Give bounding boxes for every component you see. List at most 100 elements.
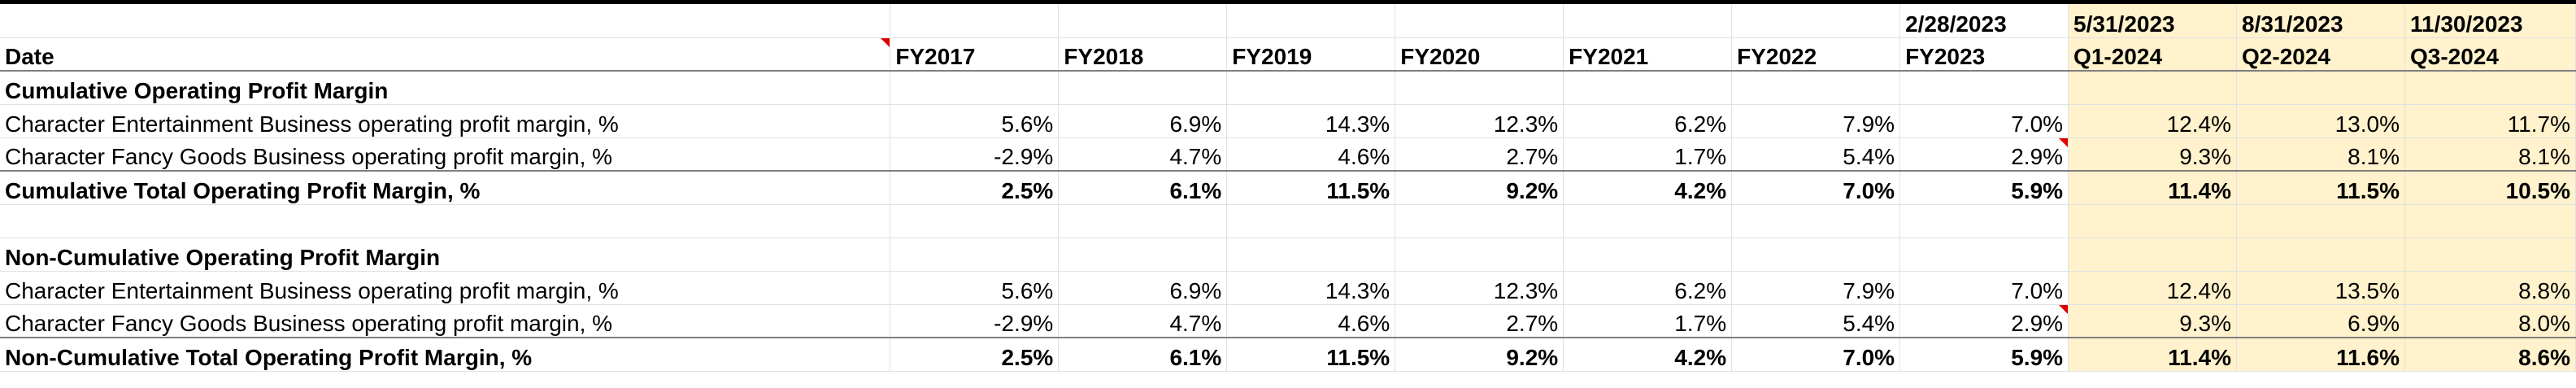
cell[interactable] <box>1563 71 1733 105</box>
header-cell[interactable]: Q1-2024 <box>2068 37 2238 72</box>
cell[interactable] <box>1731 238 1901 272</box>
cell[interactable] <box>1395 238 1564 272</box>
value-cell[interactable]: 14.3% <box>1226 271 1396 305</box>
cell[interactable] <box>2068 204 2238 238</box>
value-cell[interactable]: 6.9% <box>1058 271 1228 305</box>
value-cell[interactable]: 8.8% <box>2404 271 2576 305</box>
value-cell[interactable]: 11.6% <box>2236 337 2405 372</box>
cell[interactable] <box>1899 204 2069 238</box>
cell[interactable] <box>2236 71 2405 105</box>
cell[interactable] <box>1563 204 1733 238</box>
row-label[interactable]: Cumulative Total Operating Profit Margin… <box>0 170 891 205</box>
value-cell[interactable]: 7.0% <box>1899 104 2069 138</box>
value-cell[interactable]: 2.9% <box>1899 304 2069 338</box>
value-cell[interactable]: 2.5% <box>890 337 1060 372</box>
cell[interactable] <box>1395 204 1564 238</box>
value-cell[interactable]: 2.7% <box>1395 304 1564 338</box>
value-cell[interactable]: 11.5% <box>1226 170 1396 205</box>
cell[interactable] <box>0 4 891 38</box>
cell[interactable] <box>1058 71 1228 105</box>
value-cell[interactable]: 13.5% <box>2236 271 2405 305</box>
value-cell[interactable]: 5.4% <box>1731 304 1901 338</box>
header-cell[interactable]: Q2-2024 <box>2236 37 2405 72</box>
value-cell[interactable]: 1.7% <box>1563 137 1733 172</box>
value-cell[interactable]: 6.9% <box>1058 104 1228 138</box>
value-cell[interactable]: 4.7% <box>1058 304 1228 338</box>
cell[interactable] <box>0 204 891 238</box>
value-cell[interactable]: 10.5% <box>2404 170 2576 205</box>
header-cell[interactable]: FY2023 <box>1899 37 2069 72</box>
value-cell[interactable]: 8.6% <box>2404 337 2576 372</box>
value-cell[interactable]: 2.7% <box>1395 137 1564 172</box>
value-cell[interactable]: 8.0% <box>2404 304 2576 338</box>
value-cell[interactable]: 4.6% <box>1226 304 1396 338</box>
row-label[interactable]: Character Entertainment Business operati… <box>0 271 891 305</box>
value-cell[interactable]: 5.9% <box>1899 337 2069 372</box>
cell[interactable] <box>1731 71 1901 105</box>
value-cell[interactable]: 5.6% <box>890 271 1060 305</box>
header-cell[interactable]: FY2019 <box>1226 37 1396 72</box>
cell[interactable] <box>890 204 1060 238</box>
cell[interactable] <box>1563 238 1733 272</box>
value-cell[interactable]: 7.9% <box>1731 104 1901 138</box>
value-cell[interactable]: 11.7% <box>2404 104 2576 138</box>
value-cell[interactable]: 12.3% <box>1395 104 1564 138</box>
value-cell[interactable]: -2.9% <box>890 137 1060 172</box>
value-cell[interactable]: 7.0% <box>1731 337 1901 372</box>
section-title[interactable]: Cumulative Operating Profit Margin <box>0 71 891 105</box>
value-cell[interactable]: 6.2% <box>1563 271 1733 305</box>
cell[interactable] <box>2404 71 2576 105</box>
value-cell[interactable]: 4.2% <box>1563 170 1733 205</box>
value-cell[interactable]: 7.0% <box>1731 170 1901 205</box>
value-cell[interactable]: 5.9% <box>1899 170 2069 205</box>
cell[interactable] <box>1226 238 1396 272</box>
value-cell[interactable]: 11.4% <box>2068 337 2238 372</box>
header-cell[interactable]: 8/31/2023 <box>2236 4 2405 38</box>
row-label[interactable]: Character Fancy Goods Business operating… <box>0 137 891 172</box>
value-cell[interactable]: 9.2% <box>1395 170 1564 205</box>
header-cell[interactable]: FY2017 <box>890 37 1060 72</box>
value-cell[interactable]: 14.3% <box>1226 104 1396 138</box>
value-cell[interactable]: 12.4% <box>2068 271 2238 305</box>
cell[interactable] <box>1226 204 1396 238</box>
value-cell[interactable]: 4.6% <box>1226 137 1396 172</box>
cell[interactable] <box>1058 204 1228 238</box>
value-cell[interactable]: 5.4% <box>1731 137 1901 172</box>
value-cell[interactable]: 6.2% <box>1563 104 1733 138</box>
cell[interactable] <box>2404 238 2576 272</box>
cell[interactable] <box>2404 204 2576 238</box>
value-cell[interactable]: 5.6% <box>890 104 1060 138</box>
value-cell[interactable]: 12.3% <box>1395 271 1564 305</box>
header-cell[interactable]: 11/30/2023 <box>2404 4 2576 38</box>
value-cell[interactable]: 6.9% <box>2236 304 2405 338</box>
value-cell[interactable]: 4.2% <box>1563 337 1733 372</box>
value-cell[interactable]: 12.4% <box>2068 104 2238 138</box>
header-cell[interactable]: 2/28/2023 <box>1899 4 2069 38</box>
header-cell[interactable]: FY2022 <box>1731 37 1901 72</box>
value-cell[interactable]: 2.9% <box>1899 137 2069 172</box>
row-label[interactable]: Character Fancy Goods Business operating… <box>0 304 891 338</box>
cell[interactable] <box>1395 71 1564 105</box>
value-cell[interactable]: -2.9% <box>890 304 1060 338</box>
cell[interactable] <box>2236 204 2405 238</box>
header-cell[interactable]: FY2020 <box>1395 37 1564 72</box>
value-cell[interactable]: 6.1% <box>1058 337 1228 372</box>
cell[interactable] <box>2068 71 2238 105</box>
cell[interactable] <box>1563 4 1733 38</box>
cell[interactable] <box>1395 4 1564 38</box>
cell[interactable] <box>1899 71 2069 105</box>
value-cell[interactable]: 9.3% <box>2068 304 2238 338</box>
value-cell[interactable]: 9.2% <box>1395 337 1564 372</box>
value-cell[interactable]: 4.7% <box>1058 137 1228 172</box>
value-cell[interactable]: 13.0% <box>2236 104 2405 138</box>
cell[interactable] <box>2236 238 2405 272</box>
value-cell[interactable]: 6.1% <box>1058 170 1228 205</box>
cell[interactable] <box>890 4 1060 38</box>
header-cell[interactable]: FY2018 <box>1058 37 1228 72</box>
cell[interactable] <box>1731 204 1901 238</box>
header-cell[interactable]: FY2021 <box>1563 37 1733 72</box>
cell[interactable] <box>2068 238 2238 272</box>
cell[interactable] <box>890 71 1060 105</box>
value-cell[interactable]: 8.1% <box>2404 137 2576 172</box>
value-cell[interactable]: 7.0% <box>1899 271 2069 305</box>
